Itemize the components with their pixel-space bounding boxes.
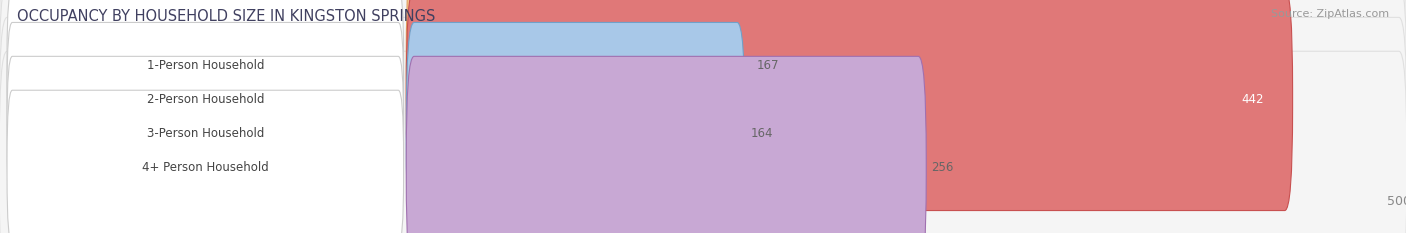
FancyBboxPatch shape: [0, 17, 1406, 233]
Text: OCCUPANCY BY HOUSEHOLD SIZE IN KINGSTON SPRINGS: OCCUPANCY BY HOUSEHOLD SIZE IN KINGSTON …: [17, 9, 436, 24]
FancyBboxPatch shape: [7, 90, 404, 233]
FancyBboxPatch shape: [406, 22, 745, 233]
FancyBboxPatch shape: [7, 0, 404, 143]
Text: 167: 167: [756, 59, 779, 72]
FancyBboxPatch shape: [406, 0, 1292, 211]
Text: 164: 164: [751, 127, 773, 140]
FancyBboxPatch shape: [7, 56, 404, 211]
FancyBboxPatch shape: [406, 56, 927, 233]
FancyBboxPatch shape: [0, 51, 1406, 233]
Text: 3-Person Household: 3-Person Household: [146, 127, 264, 140]
Text: 256: 256: [932, 161, 953, 174]
Text: 1-Person Household: 1-Person Household: [146, 59, 264, 72]
FancyBboxPatch shape: [7, 22, 404, 177]
FancyBboxPatch shape: [0, 0, 1406, 216]
FancyBboxPatch shape: [406, 0, 751, 177]
Text: 4+ Person Household: 4+ Person Household: [142, 161, 269, 174]
Text: 2-Person Household: 2-Person Household: [146, 93, 264, 106]
Text: 442: 442: [1241, 93, 1264, 106]
FancyBboxPatch shape: [0, 0, 1406, 182]
Text: Source: ZipAtlas.com: Source: ZipAtlas.com: [1271, 9, 1389, 19]
